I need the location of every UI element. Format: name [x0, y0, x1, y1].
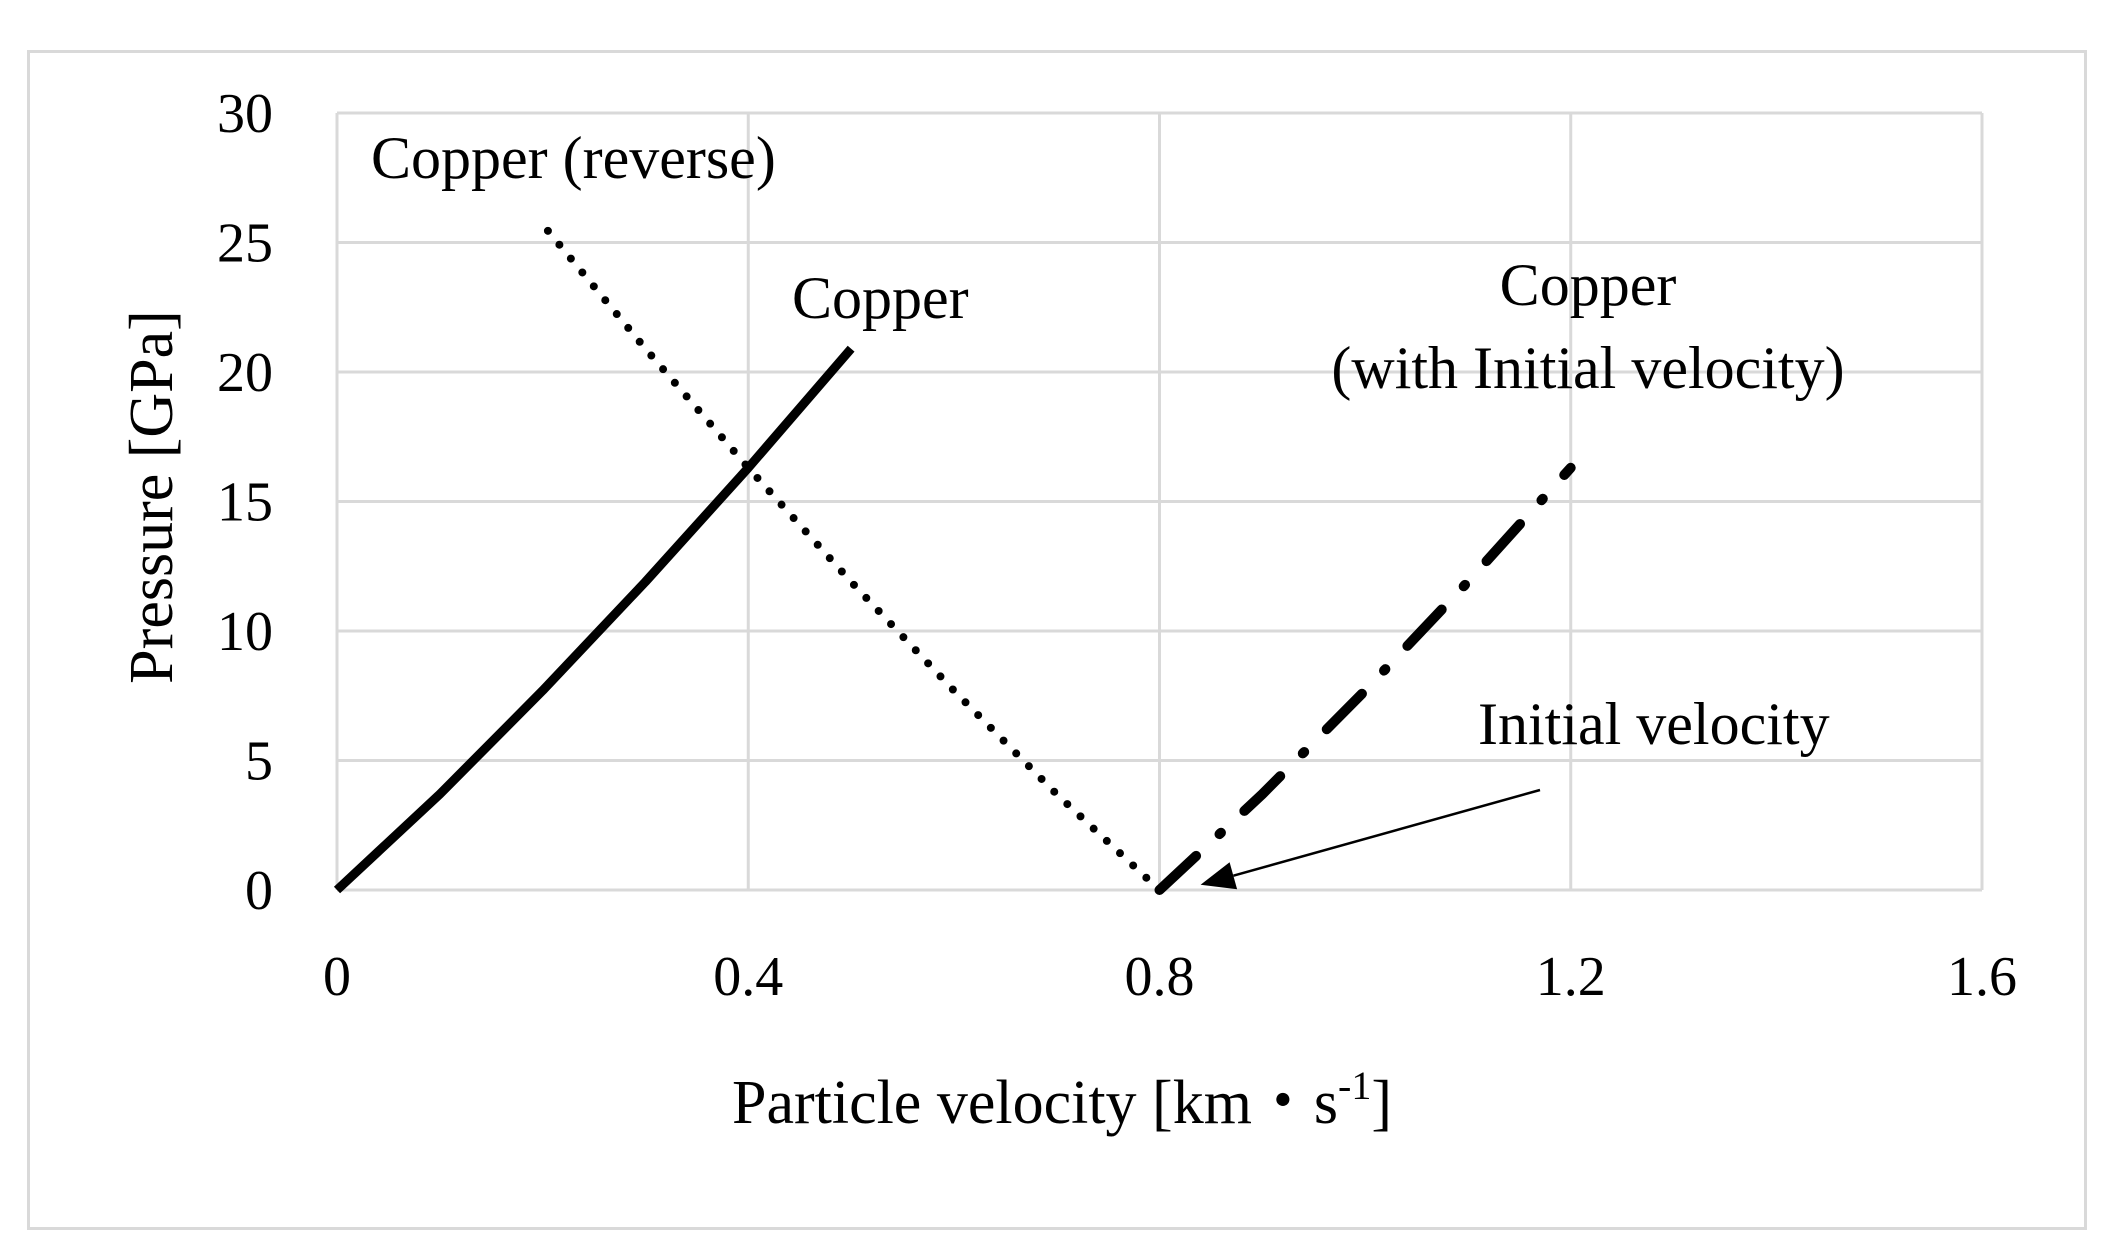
y-tick-label: 0	[245, 860, 273, 922]
arrow-head	[1200, 862, 1238, 890]
x-axis-label-end: ]	[1371, 1069, 1392, 1137]
annotation-initial1: Copper	[1500, 252, 1677, 318]
y-tick-label: 30	[217, 83, 273, 145]
x-tick-label: 0	[323, 946, 351, 1008]
series-lines	[333, 220, 1576, 895]
annotation-arrow: Initial velocity	[1478, 691, 1830, 757]
annotation-reverse: Copper (reverse)	[371, 125, 776, 191]
series-line-dash-dot	[1154, 462, 1576, 895]
arrow-line	[1233, 788, 1541, 877]
y-tick-label: 10	[217, 601, 273, 663]
series-line-solid	[333, 345, 855, 894]
y-axis-label: Pressure [GPa]	[118, 310, 186, 684]
x-tick-label: 0.8	[1125, 946, 1195, 1008]
annotations: Copper (reverse) Copper Copper (with Initia…	[371, 125, 1845, 890]
y-tick-label: 5	[245, 731, 273, 793]
tick-labels: 0 5 10 15 20 25 30 0 0.4 0.8 1.2 1.6	[217, 83, 2017, 1008]
grid-lines	[335, 111, 1984, 892]
x-axis-label: Particle velocity [km・s-1]	[732, 1063, 1392, 1137]
x-axis-label-main: Particle velocity [km・s	[732, 1069, 1338, 1137]
x-tick-label: 0.4	[713, 946, 783, 1008]
annotation-copper: Copper	[792, 265, 969, 331]
chart-frame	[27, 50, 2087, 1230]
x-tick-label: 1.6	[1947, 946, 2017, 1008]
y-tick-label: 20	[217, 342, 273, 404]
series-line-dotted	[538, 220, 1164, 894]
x-axis-label-sup: -1	[1338, 1063, 1371, 1108]
y-tick-label: 25	[217, 213, 273, 275]
y-tick-label: 15	[217, 472, 273, 534]
annotation-initial2: (with Initial velocity)	[1331, 335, 1844, 401]
x-tick-label: 1.2	[1536, 946, 1606, 1008]
